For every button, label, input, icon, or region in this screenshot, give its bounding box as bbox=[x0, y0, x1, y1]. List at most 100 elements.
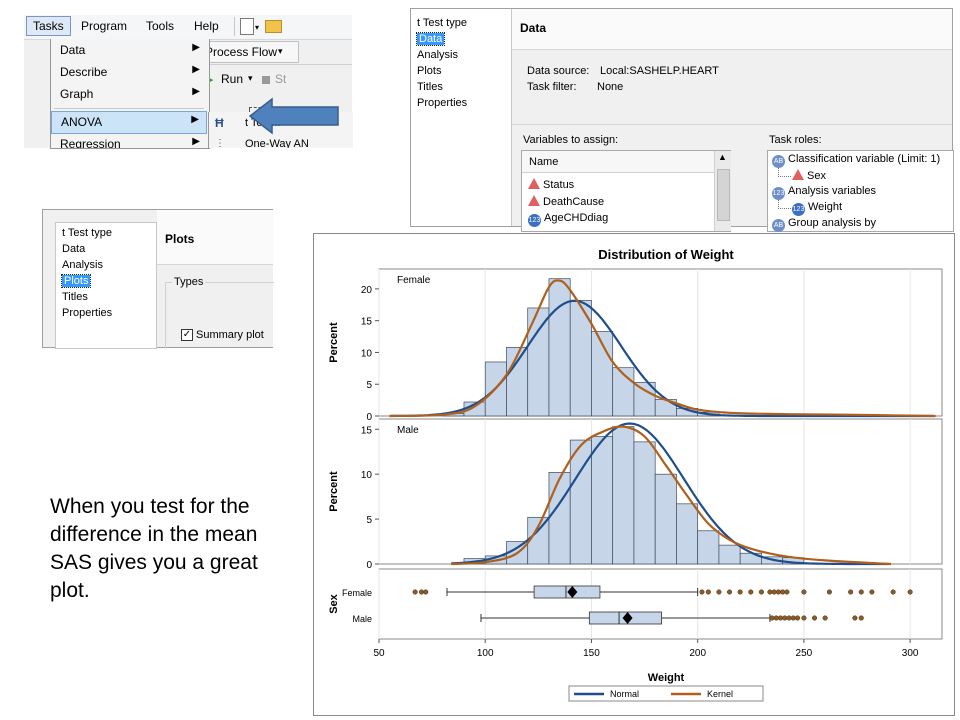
task-filter-value: None bbox=[597, 81, 624, 93]
tasks-dropdown: Data ▶ Describe ▶ Graph ▶ ANOVA ▶ Regres… bbox=[50, 39, 210, 149]
legend-kernel-label: Kernel bbox=[707, 689, 733, 699]
histogram-bar bbox=[612, 426, 635, 565]
pointer-arrow bbox=[248, 97, 339, 135]
outlier-point bbox=[801, 589, 807, 595]
variable-name: Weight bbox=[808, 201, 843, 213]
chevron-down-icon[interactable]: ▾ bbox=[248, 73, 253, 83]
nav-item-data[interactable]: Data bbox=[62, 243, 86, 255]
role-analysis[interactable]: 123 Analysis variables bbox=[772, 185, 876, 200]
summary-plot-checkbox[interactable]: ✓ bbox=[181, 329, 193, 341]
column-name-header: Name bbox=[529, 156, 559, 168]
menu-item-label: Describe bbox=[60, 65, 108, 79]
chart-legend: Normal Kernel bbox=[568, 685, 764, 702]
divider bbox=[199, 64, 352, 65]
plots-panel-screenshot: t Test type Data Analysis Plots Titles P… bbox=[42, 209, 274, 349]
menu-program[interactable]: Program bbox=[81, 19, 128, 33]
kernel-curve bbox=[389, 279, 936, 418]
outlier-point bbox=[822, 615, 828, 621]
chevron-down-icon[interactable]: ▾ bbox=[255, 23, 260, 32]
nav-item-properties[interactable]: Properties bbox=[417, 97, 468, 109]
submenu-item-one-way-anova[interactable]: One-Way AN bbox=[245, 138, 309, 148]
y-axis-label: Percent bbox=[328, 471, 340, 512]
histogram-bar bbox=[591, 436, 614, 565]
nav-item-analysis[interactable]: Analysis bbox=[62, 259, 103, 271]
menu-item-data[interactable]: Data ▶ bbox=[51, 40, 207, 61]
outlier-point bbox=[699, 589, 705, 595]
list-item[interactable]: DeathCause bbox=[528, 195, 604, 208]
scroll-thumb[interactable] bbox=[717, 169, 730, 221]
nav-item-plots[interactable]: Plots bbox=[60, 274, 92, 288]
new-document-icon[interactable] bbox=[240, 18, 254, 35]
divider bbox=[512, 124, 952, 125]
panel-frame bbox=[378, 268, 943, 417]
process-flow-tab[interactable]: Process Flow ▾ bbox=[199, 41, 299, 63]
scroll-up-icon[interactable]: ▲ bbox=[718, 152, 727, 162]
nav-item-titles[interactable]: Titles bbox=[62, 291, 88, 303]
mean-marker bbox=[622, 612, 633, 624]
menu-item-label: Graph bbox=[60, 87, 94, 101]
list-item[interactable]: Status bbox=[528, 178, 574, 191]
outlier-point bbox=[767, 589, 773, 595]
chevron-down-icon: ▾ bbox=[278, 46, 283, 56]
histogram-bar bbox=[654, 473, 677, 565]
histogram-bar bbox=[718, 544, 741, 565]
normal-curve bbox=[451, 422, 889, 566]
outlier-point bbox=[826, 589, 832, 595]
y-axis-label: Sex bbox=[328, 593, 340, 613]
nav-item-analysis[interactable]: Analysis bbox=[417, 49, 458, 61]
role-value-weight[interactable]: 123 Weight bbox=[792, 201, 842, 216]
role-label: Analysis variables bbox=[788, 185, 877, 197]
distribution-chart: Distribution of Weight 0 5 10 15 20 Female Per… bbox=[313, 233, 955, 716]
one-way-anova-icon: ⋮ bbox=[215, 138, 225, 149]
outlier-point bbox=[784, 589, 790, 595]
nav-item-properties[interactable]: Properties bbox=[62, 307, 113, 319]
y-tick-label: 15 bbox=[361, 425, 373, 436]
types-group-box: Types bbox=[165, 276, 274, 348]
outlier-point bbox=[423, 589, 429, 595]
nav-item-t-test-type[interactable]: t Test type bbox=[417, 17, 467, 29]
character-variable-icon bbox=[528, 178, 540, 189]
numeric-variable-icon: 123 bbox=[528, 214, 541, 227]
outlier-point bbox=[769, 615, 775, 621]
role-value-sex[interactable]: Sex bbox=[792, 169, 826, 182]
menu-item-graph[interactable]: Graph ▶ bbox=[51, 84, 207, 105]
task-roles-tree[interactable]: AB Classification variable (Limit: 1) Sex… bbox=[767, 150, 954, 232]
chevron-right-icon: ▶ bbox=[192, 136, 200, 147]
outlier-point bbox=[716, 589, 722, 595]
variables-list[interactable]: Name ▲ Status DeathCause 123 AgeCHDdiag bbox=[521, 150, 731, 232]
x-tick-label: 150 bbox=[583, 648, 600, 659]
x-tick-label: 100 bbox=[477, 648, 494, 659]
menu-tools[interactable]: Tools bbox=[146, 19, 175, 33]
outlier-point bbox=[786, 615, 792, 621]
role-group-by[interactable]: AB Group analysis by bbox=[772, 217, 876, 232]
normal-curve bbox=[389, 299, 934, 418]
histogram-bar bbox=[676, 503, 699, 565]
scrollbar[interactable]: ▲ bbox=[714, 151, 731, 231]
box-group-label: Female bbox=[342, 588, 372, 598]
nav-item-t-test-type[interactable]: t Test type bbox=[62, 227, 112, 239]
stop-button[interactable]: St bbox=[275, 72, 287, 86]
nav-item-titles[interactable]: Titles bbox=[417, 81, 443, 93]
menu-item-anova[interactable]: ANOVA ▶ bbox=[51, 111, 207, 134]
stop-icon[interactable] bbox=[262, 76, 270, 84]
nav-item-plots[interactable]: Plots bbox=[417, 65, 442, 77]
outlier-point bbox=[773, 615, 779, 621]
open-folder-icon[interactable] bbox=[265, 20, 282, 33]
panel-frame bbox=[378, 568, 943, 640]
outlier-point bbox=[780, 589, 786, 595]
menu-tasks[interactable]: Tasks bbox=[26, 16, 71, 36]
tree-connector bbox=[778, 168, 791, 177]
chart-title: Distribution of Weight bbox=[598, 247, 734, 262]
arrow-shape bbox=[248, 97, 339, 135]
menu-item-describe[interactable]: Describe ▶ bbox=[51, 62, 207, 83]
list-item[interactable]: 123 AgeCHDdiag bbox=[528, 212, 608, 227]
outlier-point bbox=[890, 589, 896, 595]
menu-item-regression[interactable]: Regression ▶ bbox=[51, 134, 207, 148]
task-filter-label: Task filter: bbox=[527, 81, 577, 93]
menu-item-label: ANOVA bbox=[61, 115, 103, 129]
run-button[interactable]: Run bbox=[221, 72, 244, 86]
nav-item-data[interactable]: Data bbox=[415, 32, 446, 46]
menu-help[interactable]: Help bbox=[194, 19, 219, 33]
list-header[interactable]: Name bbox=[522, 151, 714, 173]
role-classification[interactable]: AB Classification variable (Limit: 1) bbox=[772, 153, 940, 168]
